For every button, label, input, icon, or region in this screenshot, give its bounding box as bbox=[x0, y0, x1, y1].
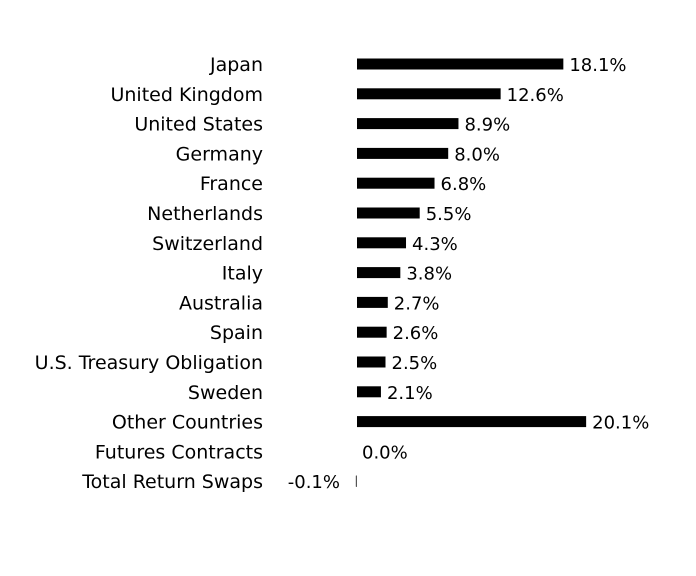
category-label-united-kingdom: United Kingdom bbox=[110, 84, 263, 106]
value-label-united-kingdom: 12.6% bbox=[507, 85, 564, 106]
value-label-other-countries: 20.1% bbox=[592, 413, 649, 434]
value-label-united-states: 8.9% bbox=[464, 115, 510, 136]
bar-france bbox=[357, 177, 435, 189]
value-label-france: 6.8% bbox=[441, 174, 487, 195]
category-label-japan: Japan bbox=[209, 54, 263, 76]
bar-united-states bbox=[357, 118, 459, 130]
category-label-netherlands: Netherlands bbox=[147, 203, 263, 225]
category-label-germany: Germany bbox=[176, 143, 263, 165]
bar-japan bbox=[357, 58, 564, 70]
value-label-sweden: 2.1% bbox=[387, 383, 433, 404]
category-label-spain: Spain bbox=[210, 322, 263, 344]
category-label-united-states: United States bbox=[134, 114, 263, 136]
bars-layer bbox=[355, 58, 587, 487]
value-label-italy: 3.8% bbox=[406, 264, 452, 285]
bar-netherlands bbox=[357, 207, 420, 219]
bar-sweden bbox=[357, 386, 381, 398]
bar-germany bbox=[357, 147, 449, 159]
labels-layer: Japan 18.1% United Kingdom 12.6% United Stat… bbox=[35, 54, 650, 493]
value-label-u-s-treasury-obligation: 2.5% bbox=[392, 353, 438, 374]
category-label-u-s-treasury-obligation: U.S. Treasury Obligation bbox=[35, 352, 263, 374]
category-label-australia: Australia bbox=[179, 292, 263, 314]
bar-united-kingdom bbox=[357, 88, 501, 100]
bar-italy bbox=[357, 267, 401, 279]
category-label-switzerland: Switzerland bbox=[152, 233, 263, 255]
category-label-sweden: Sweden bbox=[188, 382, 263, 404]
value-label-netherlands: 5.5% bbox=[426, 204, 472, 225]
value-label-futures-contracts: 0.0% bbox=[362, 442, 408, 463]
bar-switzerland bbox=[357, 237, 407, 249]
value-label-germany: 8.0% bbox=[454, 144, 500, 165]
bar-other-countries bbox=[357, 416, 587, 428]
category-label-futures-contracts: Futures Contracts bbox=[95, 441, 263, 463]
value-label-spain: 2.6% bbox=[393, 323, 439, 344]
bar-u-s-treasury-obligation bbox=[357, 356, 386, 368]
value-label-total-return-swaps: -0.1% bbox=[288, 472, 340, 493]
value-label-australia: 2.7% bbox=[394, 293, 440, 314]
bar-australia bbox=[357, 296, 388, 308]
category-label-france: France bbox=[200, 173, 263, 195]
value-label-switzerland: 4.3% bbox=[412, 234, 458, 255]
value-label-japan: 18.1% bbox=[569, 55, 626, 76]
bar-spain bbox=[357, 326, 387, 338]
category-label-other-countries: Other Countries bbox=[112, 412, 263, 434]
category-label-italy: Italy bbox=[222, 263, 263, 285]
category-label-total-return-swaps: Total Return Swaps bbox=[81, 471, 263, 493]
